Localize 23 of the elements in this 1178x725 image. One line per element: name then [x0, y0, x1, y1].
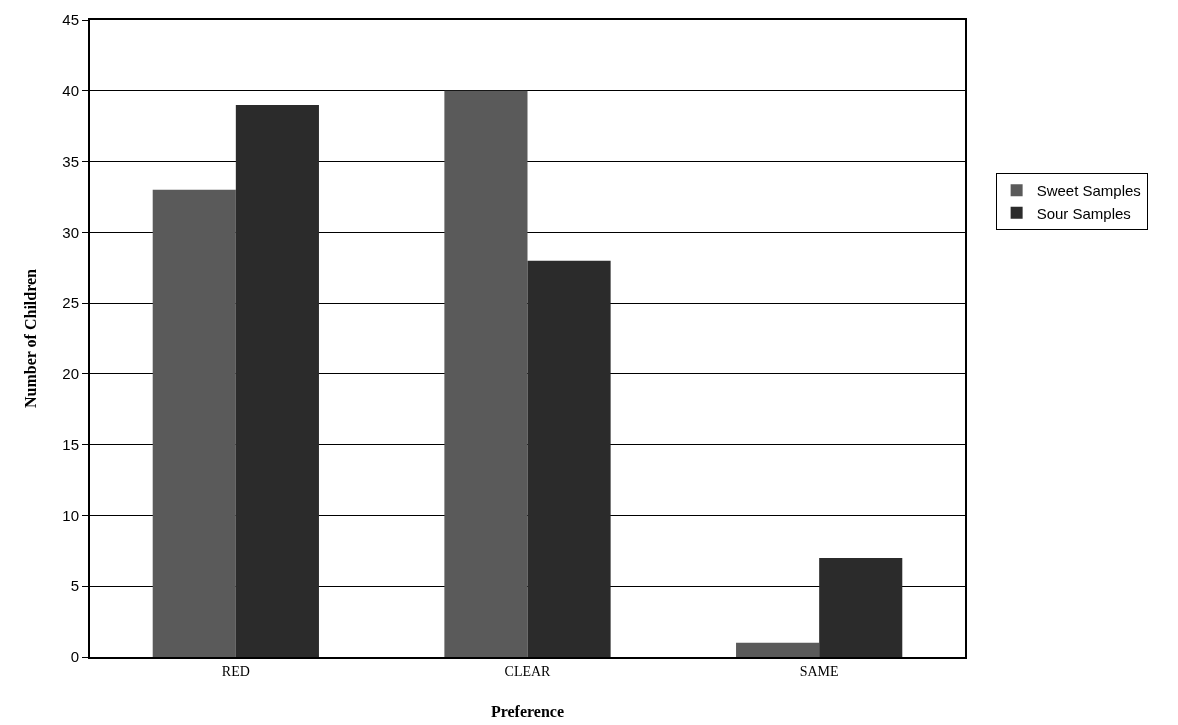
bar	[527, 260, 611, 657]
legend-label: Sweet Samples	[1036, 182, 1141, 200]
bar	[444, 90, 528, 657]
y-tick-label: 25	[62, 294, 79, 312]
y-tick-label: 10	[62, 506, 79, 524]
y-tick-label: 0	[70, 648, 79, 666]
y-tick-label: 30	[62, 223, 79, 241]
y-tick-label: 5	[70, 577, 79, 595]
x-tick-label: RED	[221, 663, 250, 679]
y-tick-label: 40	[62, 82, 79, 100]
y-tick-label: 45	[62, 11, 79, 29]
y-axis-title: Number of Children	[21, 268, 39, 408]
y-tick-label: 20	[62, 365, 79, 383]
x-tick-label: CLEAR	[504, 663, 552, 679]
x-axis-title: Preference	[490, 703, 565, 720]
x-tick-label: SAME	[799, 663, 839, 679]
bar	[819, 557, 903, 657]
y-tick-label: 15	[62, 435, 79, 453]
bar	[736, 642, 820, 657]
legend-label: Sour Samples	[1036, 204, 1131, 222]
bar	[235, 104, 319, 657]
bar	[152, 189, 236, 657]
y-tick-label: 35	[62, 152, 79, 170]
